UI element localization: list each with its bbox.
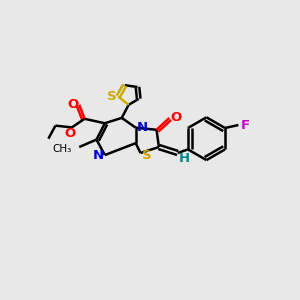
Text: H: H [178,152,190,165]
Text: N: N [137,121,148,134]
Text: S: S [107,90,116,103]
Text: N: N [93,148,104,162]
Text: CH₃: CH₃ [52,143,72,154]
Text: O: O [65,128,76,140]
Text: S: S [142,149,152,162]
Text: O: O [170,111,182,124]
Text: O: O [67,98,78,111]
Text: F: F [240,118,250,131]
